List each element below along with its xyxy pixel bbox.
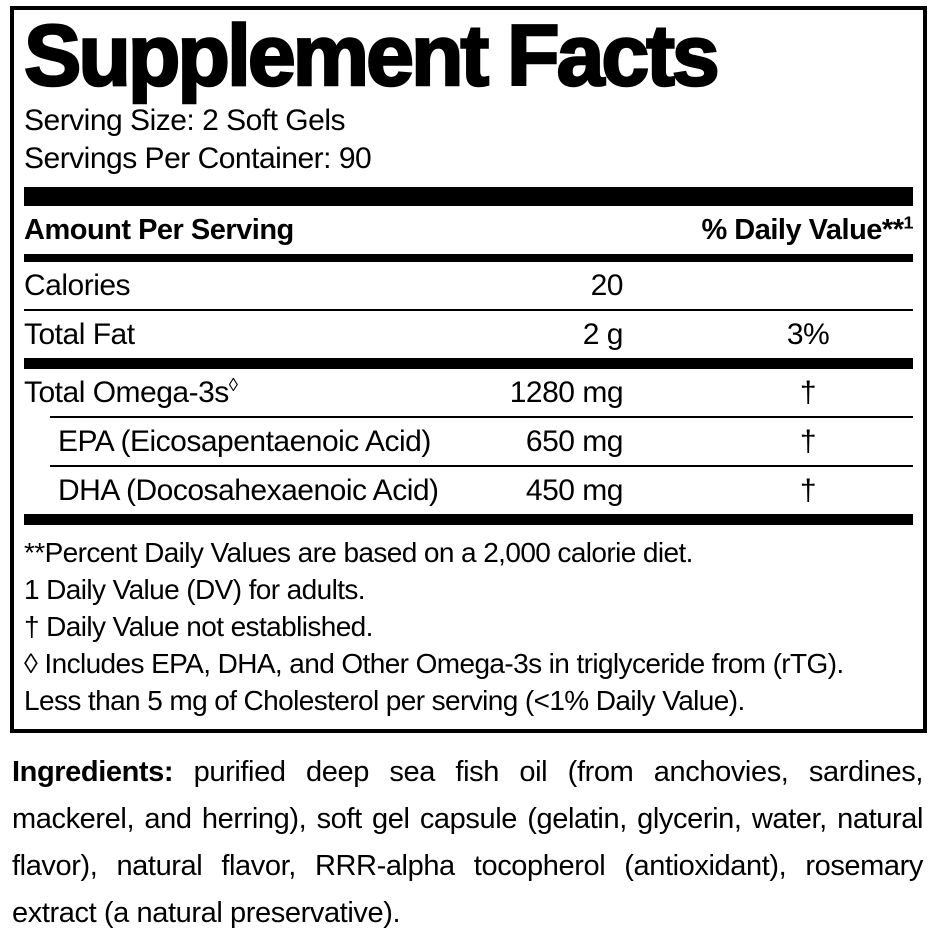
omega3-footnote-marker: ◊ [228,374,238,396]
footnote-line: † Daily Value not established. [24,611,373,643]
row-divider [24,309,913,312]
row-divider-indented [50,416,913,419]
footnote-line: ◊ Includes EPA, DHA, and Other Omega-3s … [24,648,844,680]
serving-size: Serving Size: 2 Soft Gels [24,104,346,138]
column-header-row: Amount Per Serving % Daily Value**1 [24,206,913,254]
nutrient-row-epa: EPA (Eicosapentaenoic Acid) 650 mg † [24,418,913,465]
footnote-line: **Percent Daily Values are based on a 2,… [24,537,693,569]
separator-bar-thick [24,187,913,207]
nutrient-daily-value: † [799,425,817,459]
footnote-line: Less than 5 mg of Cholesterol per servin… [24,685,745,717]
ingredients-text: purified deep sea fish oil (from anchovi… [12,756,923,930]
nutrient-name: Total Omega-3s◊ [24,374,238,410]
label-title: Supplement Facts [23,8,721,104]
nutrient-row-calories: Calories 20 [24,262,913,309]
nutrient-amount: 20 [590,269,624,303]
daily-value-header: % Daily Value**1 [701,212,914,247]
nutrient-name: EPA (Eicosapentaenoic Acid) [58,425,431,459]
ingredients-label: Ingredients: [12,756,174,789]
ingredients-paragraph: Ingredients: purified deep sea fish oil … [12,749,923,937]
supplement-facts-panel: Supplement Facts Serving Size: 2 Soft Ge… [10,6,927,734]
nutrient-name: Calories [24,269,131,303]
footnotes-block: **Percent Daily Values are based on a 2,… [24,525,913,729]
row-divider-indented [50,465,913,468]
nutrient-amount: 450 mg [525,474,624,508]
nutrient-name: DHA (Docosahexaenoic Acid) [58,474,439,508]
nutrient-amount: 2 g [582,318,624,352]
separator-bar-medium [24,254,913,263]
nutrient-name: Total Fat [24,318,135,352]
separator-bar-thick [24,514,913,526]
nutrient-amount: 1280 mg [509,376,624,410]
amount-per-serving-header: Amount Per Serving [24,214,294,247]
nutrient-daily-value: † [799,474,817,508]
nutrient-row-total-omega3: Total Omega-3s◊ 1280 mg † [24,369,913,416]
daily-value-footnote-marker: 1 [903,212,914,233]
nutrient-amount: 650 mg [525,425,624,459]
footnote-line: 1 Daily Value (DV) for adults. [24,574,366,606]
nutrient-row-dha: DHA (Docosahexaenoic Acid) 450 mg † [24,467,913,514]
nutrient-row-total-fat: Total Fat 2 g 3% [24,311,913,358]
nutrient-daily-value: 3% [786,318,830,352]
servings-per-container: Servings Per Container: 90 [24,142,372,176]
separator-bar-thick [24,358,913,370]
nutrient-daily-value: † [799,376,817,410]
